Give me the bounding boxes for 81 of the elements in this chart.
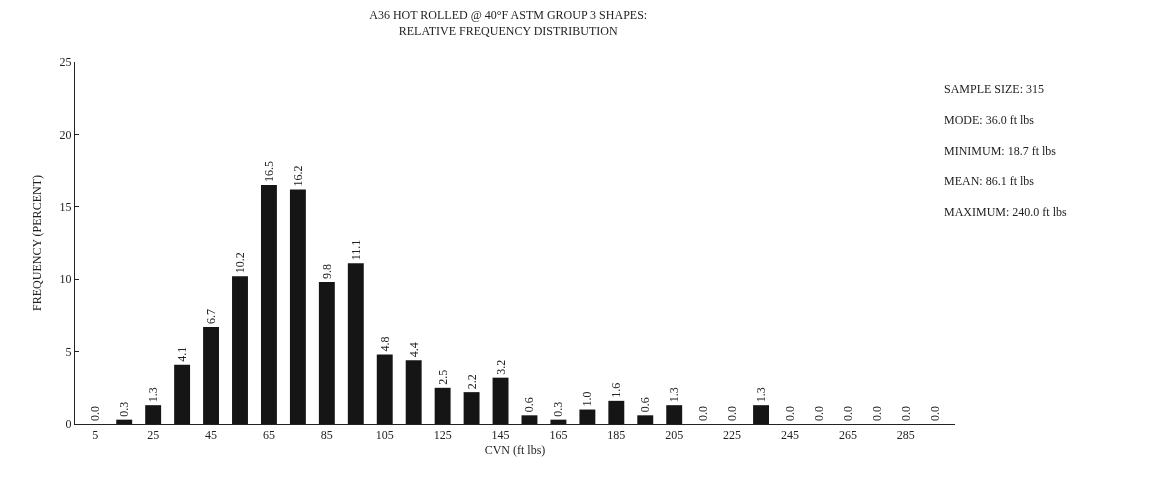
annotation: MEAN: 86.1 ft lbs — [944, 174, 1035, 188]
y-tick-label: 10 — [59, 272, 72, 287]
data-label: 0.0 — [840, 406, 855, 421]
bar — [550, 419, 567, 424]
bar — [260, 185, 277, 424]
bar — [637, 415, 654, 424]
data-label: 0.0 — [898, 406, 913, 421]
data-label: 0.0 — [783, 406, 797, 421]
chart-subtitle: RELATIVE FREQUENCY DISTRIBUTION — [398, 23, 618, 38]
data-label: 0.3 — [117, 401, 132, 417]
bar — [666, 405, 683, 424]
bar — [232, 276, 248, 424]
annotation: MINIMUM: 18.7 ft lbs — [944, 144, 1057, 158]
y-tick-label: 25 — [59, 55, 72, 70]
bar — [289, 189, 306, 424]
data-label: 1.3 — [754, 387, 769, 403]
data-label: 4.4 — [406, 342, 421, 358]
bar — [203, 326, 220, 424]
y-tick-label: 15 — [59, 200, 72, 214]
data-label: 0.0 — [811, 406, 826, 421]
y-tick-label: 0 — [65, 417, 72, 432]
data-label: 0.6 — [638, 397, 653, 413]
data-label: 0.6 — [522, 397, 537, 413]
data-label: 10.2 — [233, 252, 247, 274]
x-tick-label: 25 — [147, 428, 160, 443]
data-label: 1.6 — [609, 382, 624, 398]
bar — [753, 405, 770, 424]
x-tick-label: 185 — [607, 428, 626, 443]
bar — [347, 263, 364, 424]
data-label: 0.3 — [551, 401, 566, 417]
data-label: 2.5 — [435, 369, 450, 385]
x-tick-label: 145 — [491, 428, 510, 443]
bar — [579, 409, 596, 424]
annotation: MODE: 36.0 ft lbs — [944, 113, 1035, 127]
data-label: 4.8 — [377, 336, 392, 352]
x-tick-label: 285 — [896, 428, 915, 443]
chart-title: A36 HOT ROLLED @ 40°F ASTM GROUP 3 SHAPES: — [369, 8, 648, 23]
data-label: 0.0 — [725, 406, 740, 421]
data-label: 2.2 — [464, 374, 479, 390]
x-tick-label: 45 — [205, 428, 218, 443]
x-tick-label: 5 — [92, 428, 99, 443]
data-label: 6.7 — [204, 308, 219, 324]
bar — [116, 419, 133, 424]
data-label: 9.8 — [319, 264, 334, 280]
data-label: 4.1 — [175, 346, 190, 362]
y-tick-label: 20 — [59, 127, 72, 142]
x-tick-label: 165 — [549, 428, 568, 443]
data-label: 16.5 — [261, 161, 276, 183]
bar — [405, 360, 422, 424]
annotation: MAXIMUM: 240.0 ft lbs — [944, 205, 1067, 219]
bar — [318, 282, 335, 424]
data-label: 0.0 — [927, 406, 942, 421]
bar — [174, 364, 191, 424]
x-axis-title: CVN (ft lbs) — [484, 443, 546, 458]
data-label: 3.2 — [493, 359, 508, 375]
bar — [434, 387, 451, 424]
bar — [463, 392, 480, 424]
data-label: 16.2 — [290, 165, 305, 187]
data-label: 1.3 — [667, 387, 682, 403]
x-tick-label: 85 — [320, 428, 333, 443]
x-tick-label: 125 — [433, 428, 452, 443]
data-label: 1.3 — [146, 387, 161, 403]
data-label: 1.0 — [580, 391, 595, 407]
x-tick-label: 225 — [723, 428, 742, 443]
data-label: 0.0 — [869, 406, 884, 421]
y-tick-label: 5 — [65, 344, 72, 359]
data-label: 0.0 — [696, 406, 711, 421]
annotation: SAMPLE SIZE: 315 — [944, 82, 1045, 96]
x-tick-label: 105 — [375, 428, 394, 443]
bar — [608, 400, 625, 424]
bar — [521, 415, 538, 424]
data-label: 0.0 — [88, 406, 103, 421]
y-axis-title: FREQUENCY (PERCENT) — [30, 175, 44, 311]
bar — [376, 354, 393, 424]
x-tick-label: 265 — [838, 428, 857, 443]
data-label: 11.1 — [348, 239, 363, 261]
bar — [145, 405, 162, 424]
x-tick-label: 205 — [665, 428, 684, 443]
x-tick-label: 245 — [781, 428, 799, 443]
bar — [492, 377, 509, 424]
x-tick-label: 65 — [262, 428, 275, 443]
